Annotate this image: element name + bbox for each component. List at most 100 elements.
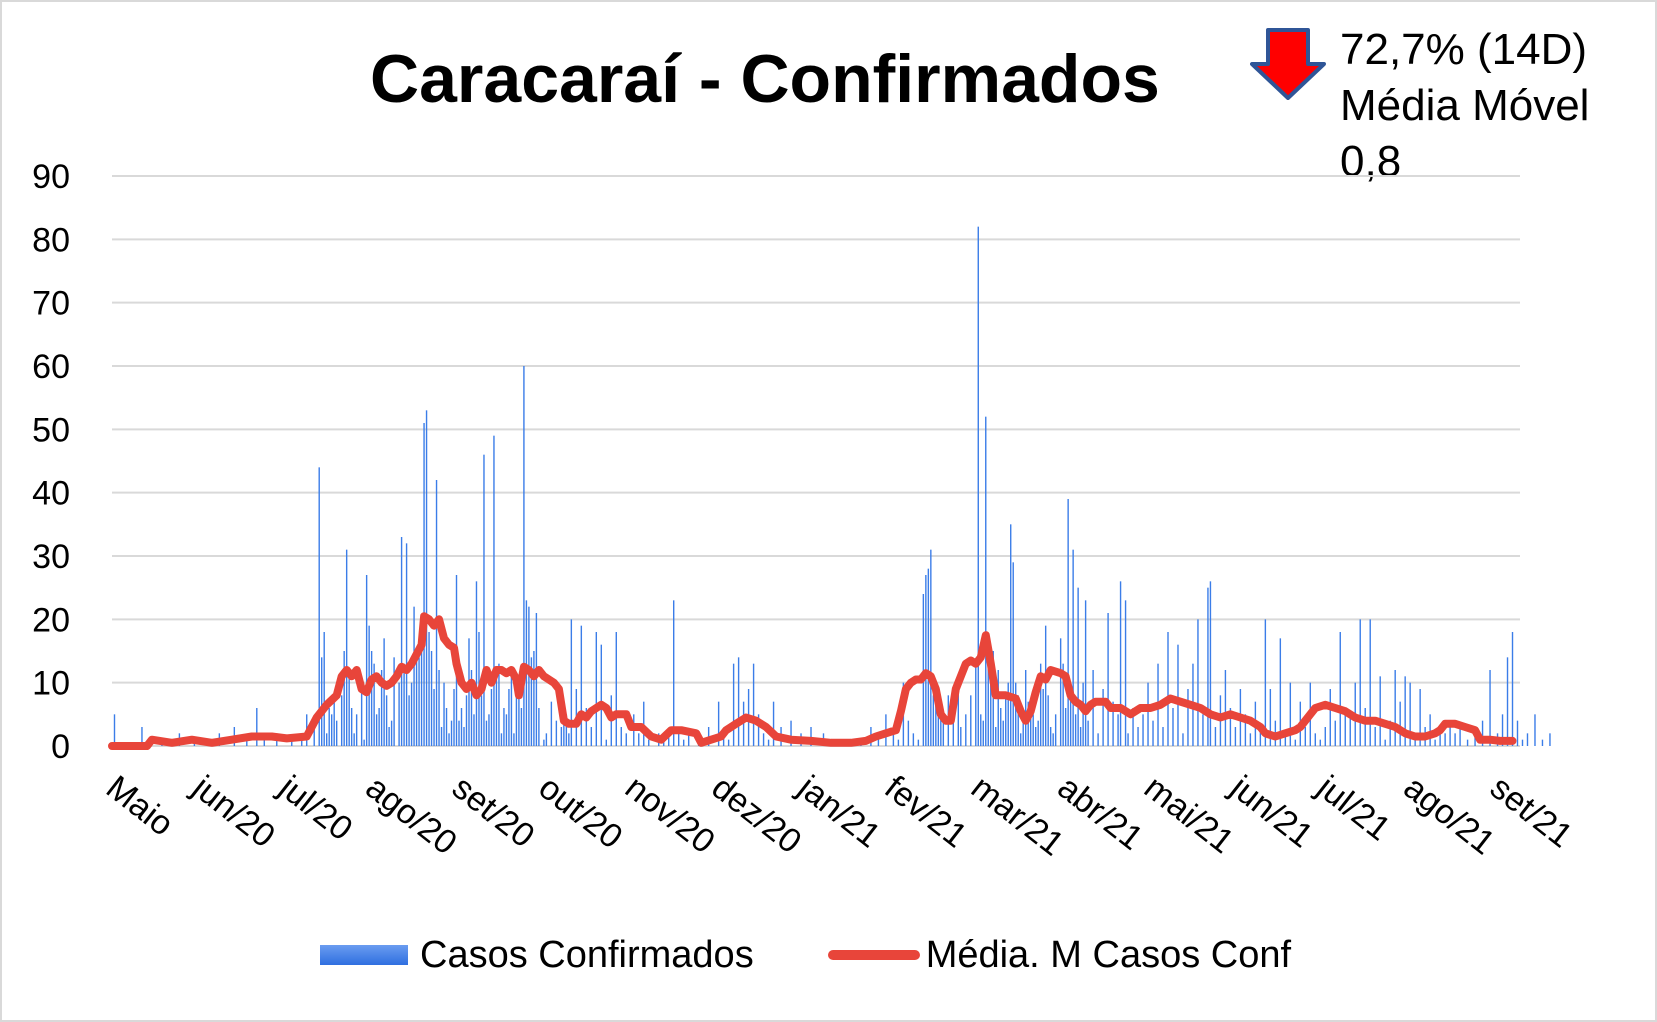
bar	[643, 701, 645, 746]
bar	[673, 600, 675, 746]
down-arrow-icon	[1250, 28, 1326, 100]
bar	[767, 739, 770, 746]
bar	[1072, 549, 1074, 746]
bar	[538, 708, 540, 746]
legend: Casos Confirmados Média. M Casos Conf	[320, 930, 1291, 980]
bar	[1047, 695, 1049, 746]
bar	[333, 701, 335, 746]
bar	[937, 701, 940, 746]
y-tick-label: 30	[32, 538, 70, 576]
bar	[1197, 619, 1199, 746]
bar	[1025, 670, 1027, 746]
bar	[475, 581, 478, 746]
legend-swatch-bars	[320, 945, 408, 965]
bar	[328, 708, 330, 746]
bar	[1069, 695, 1072, 746]
bar	[1506, 657, 1509, 746]
bar	[1534, 714, 1536, 746]
bar	[1015, 682, 1017, 746]
bar	[1419, 689, 1421, 746]
bar	[615, 632, 617, 746]
bar	[1142, 714, 1144, 746]
bar	[458, 720, 460, 746]
bar	[1229, 708, 1232, 746]
bar	[291, 739, 293, 746]
bar	[425, 410, 428, 746]
bar	[530, 657, 533, 746]
bar	[580, 625, 583, 746]
bar	[1349, 714, 1351, 746]
bar	[682, 739, 685, 746]
bar	[470, 670, 473, 746]
x-tick-label: ago/20	[359, 768, 464, 862]
bar	[1304, 727, 1307, 746]
bar	[1124, 600, 1127, 746]
bar	[1394, 670, 1396, 746]
x-tick-label: out/20	[532, 768, 630, 856]
bar	[263, 739, 265, 746]
y-tick-label: 0	[51, 728, 70, 766]
bar	[468, 638, 470, 746]
bar	[500, 733, 503, 746]
bar	[543, 739, 545, 746]
bar	[1177, 644, 1179, 746]
bar	[348, 670, 350, 746]
bar	[385, 695, 388, 746]
bar	[1084, 600, 1087, 746]
bar	[398, 682, 400, 746]
bar	[510, 670, 513, 746]
bar	[742, 701, 745, 746]
x-tick-label: jan/21	[790, 768, 887, 856]
legend-swatch-line	[827, 950, 920, 960]
bar	[1489, 670, 1491, 746]
chart-title: Caracaraí - Confirmados	[370, 41, 1160, 117]
bar	[1132, 708, 1134, 746]
bar	[1449, 720, 1451, 746]
bar	[1137, 727, 1139, 746]
bar	[418, 657, 420, 746]
bar	[363, 739, 365, 746]
bar	[1481, 720, 1484, 746]
bar	[1459, 727, 1461, 746]
bar	[957, 676, 959, 746]
bar	[393, 657, 395, 746]
bar	[535, 613, 538, 746]
bar	[1364, 708, 1366, 746]
bar	[605, 739, 607, 746]
bar	[440, 727, 443, 746]
bar	[942, 720, 945, 746]
bar	[1444, 733, 1446, 746]
y-tick-label: 70	[32, 285, 70, 323]
y-tick-label: 90	[32, 158, 70, 196]
bar	[995, 727, 997, 746]
bar	[1079, 727, 1082, 746]
bar	[1162, 727, 1164, 746]
bar	[1054, 714, 1057, 746]
bar	[453, 689, 455, 746]
bar	[1289, 682, 1292, 746]
x-tick-label: jun/21	[1223, 768, 1320, 856]
bar	[480, 695, 483, 746]
bar	[1454, 733, 1456, 746]
bar	[1389, 720, 1391, 746]
bar	[360, 689, 363, 746]
bar	[383, 638, 385, 746]
bar	[563, 714, 565, 746]
bar-series	[113, 226, 1551, 746]
bar	[355, 714, 358, 746]
bar	[732, 663, 735, 746]
bar	[1224, 670, 1227, 746]
bar	[1404, 676, 1406, 746]
bar	[445, 708, 448, 746]
bar	[498, 663, 500, 746]
bar	[1010, 524, 1012, 746]
bar	[520, 708, 523, 746]
bar	[935, 682, 937, 746]
bar	[1107, 613, 1109, 746]
bar	[687, 733, 690, 746]
bar	[433, 689, 435, 746]
bar	[930, 549, 932, 746]
bar	[1324, 727, 1326, 746]
bar	[1027, 701, 1029, 746]
bar	[438, 670, 440, 746]
